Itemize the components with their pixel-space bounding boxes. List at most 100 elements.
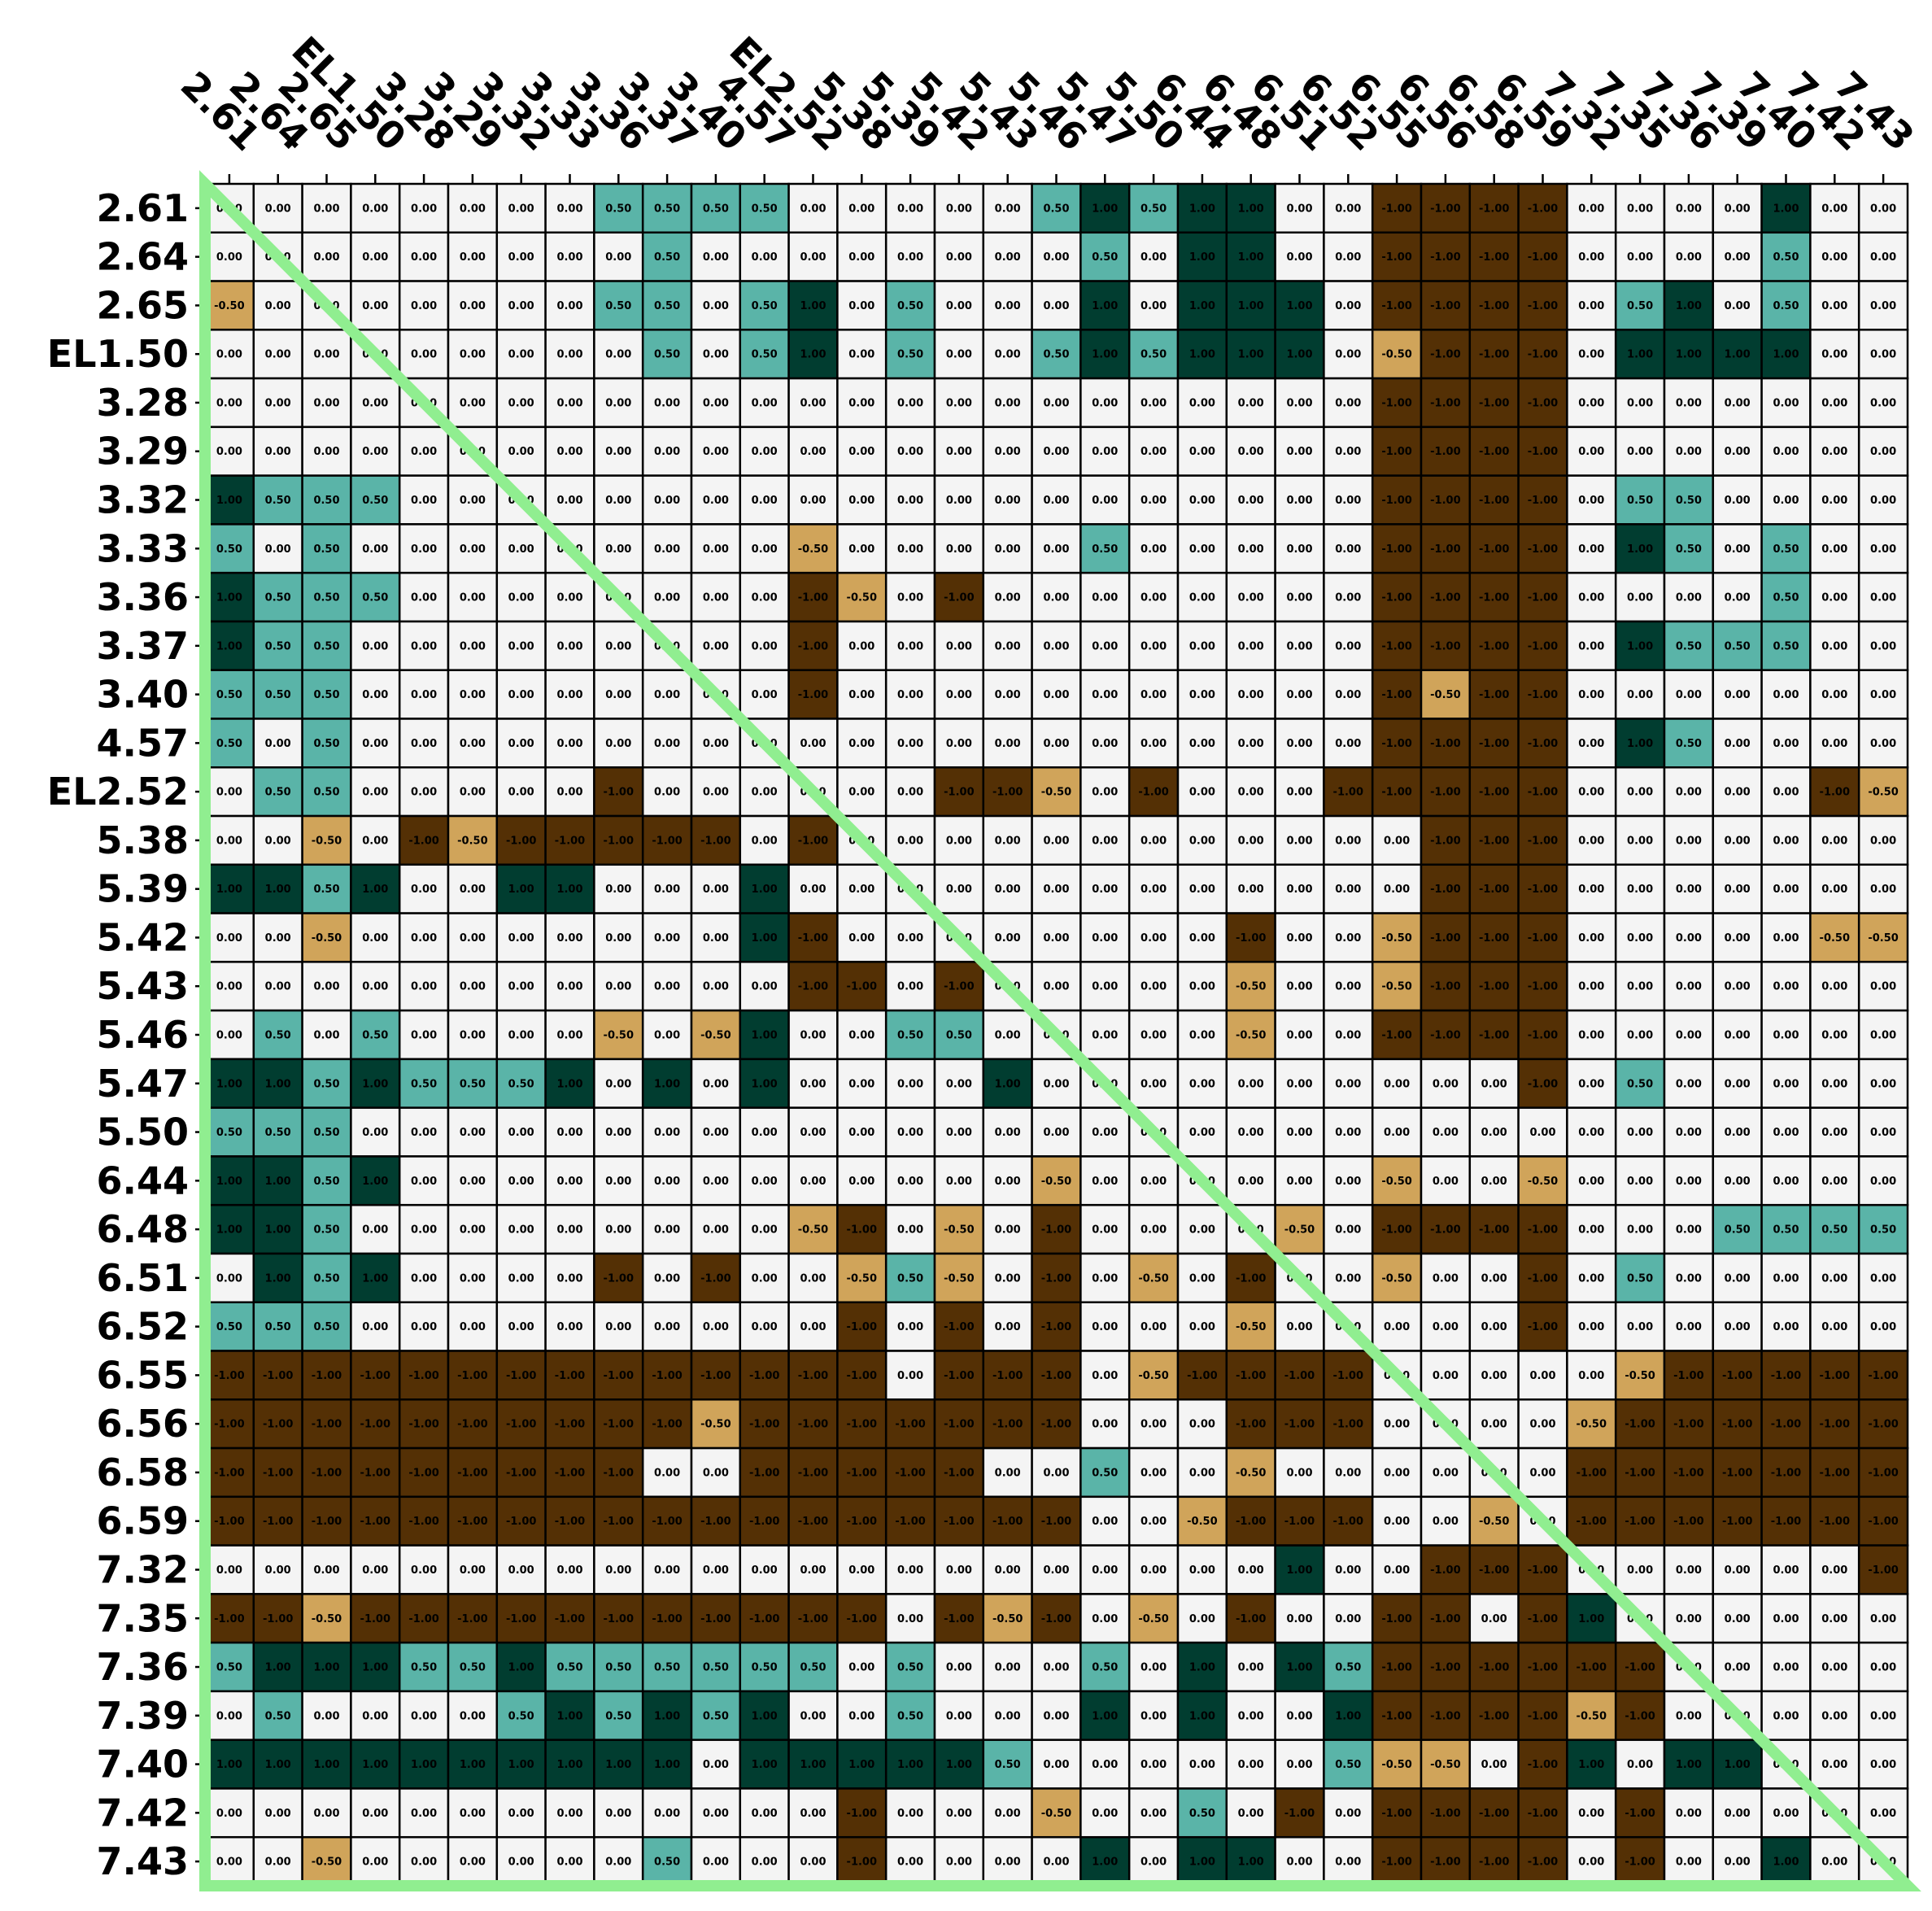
cell-value-label: 0.50 [556,1662,582,1674]
cell-value-label: 0.00 [1043,1078,1069,1090]
cell-value-label: 0.00 [1578,884,1604,896]
cell-value-label: 0.50 [265,787,291,799]
cell-value-label: 0.00 [556,640,582,652]
cell-value-label: 0.00 [752,835,778,847]
heatmap-cell [252,1593,303,1644]
cell-value-label: 0.00 [1870,1127,1896,1139]
cell-value-label: 0.00 [1286,932,1312,945]
cell-value-label: 0.00 [605,349,631,361]
cell-value-label: 0.00 [1043,640,1069,652]
cell-value-label: 0.00 [216,1564,242,1577]
heatmap-cell [1857,182,1909,234]
heatmap-cell [1420,329,1472,380]
cell-value-label: -1.00 [1868,1564,1898,1577]
cell-value-label: 0.00 [508,251,534,264]
cell-value-label: 0.00 [1286,738,1312,750]
heatmap-cell [1614,1690,1666,1741]
cell-value-label: 0.50 [1043,203,1069,215]
cell-value-label: -1.00 [1722,1516,1752,1528]
cell-value-label: -0.50 [1138,1370,1168,1382]
heatmap-cell [1323,912,1374,963]
cell-value-label: -1.00 [944,981,974,993]
cell-value-label: 0.00 [216,787,242,799]
heatmap-cell [593,377,644,429]
cell-value-label: 0.00 [946,446,972,458]
cell-value-label: -1.00 [408,1370,438,1382]
heatmap-cell [1323,1495,1374,1547]
heatmap-cell [1323,961,1374,1012]
heatmap-cell [350,280,401,331]
cell-value-label: -1.00 [1041,1272,1071,1285]
cell-value-label: -1.00 [798,981,828,993]
heatmap-cell [641,1446,693,1499]
cell-value-label: 1.00 [216,1224,242,1237]
cell-value-label: 0.00 [1627,251,1653,264]
cell-value-label: 0.00 [1043,1856,1069,1869]
cell-value-label: -1.00 [506,1516,536,1528]
cell-value-label: -1.00 [1528,981,1558,993]
cell-value-label: 0.00 [1433,1516,1459,1528]
cell-value-label: 0.00 [848,1078,874,1090]
cell-value-label: 0.00 [1578,1856,1604,1869]
cell-value-label: 0.00 [1870,300,1896,312]
cell-value-label: -1.00 [1722,1370,1752,1382]
heatmap-cell [203,1203,255,1255]
heatmap-cell [1712,1544,1763,1595]
row-label: 5.43 [97,964,190,1008]
heatmap-cell [982,1446,1033,1499]
cell-value-label: 1.00 [265,884,291,896]
cell-value-label: 0.00 [362,932,388,945]
cell-value-label: 0.00 [1821,981,1847,993]
cell-value-label: -1.00 [506,1467,536,1479]
cell-value-label: 1.00 [1092,1856,1118,1869]
cell-value-label: -1.00 [604,787,634,799]
cell-value-label: 0.00 [1238,1662,1264,1674]
cell-value-label: -1.00 [1430,884,1460,896]
cell-value-label: -1.00 [1528,349,1558,361]
cell-value-label: -1.00 [1430,349,1460,361]
heatmap-cell [1712,474,1763,526]
cell-value-label: 0.00 [1238,543,1264,556]
heatmap-cell [1614,474,1666,526]
cell-value-label: 0.00 [1189,1030,1215,1042]
cell-value-label: 0.00 [313,446,339,458]
cell-value-label: -1.00 [749,1467,779,1479]
cell-value-label: 0.00 [1870,738,1896,750]
heatmap-cell [1857,571,1909,623]
heatmap-cell [1760,1058,1812,1109]
cell-value-label: -1.00 [1430,543,1460,556]
cell-value-label: 0.00 [1773,446,1799,458]
cell-value-label: -0.50 [1041,1808,1071,1820]
heatmap-cell [301,1009,352,1061]
cell-value-label: 0.00 [411,1856,437,1869]
cell-value-label: -1.00 [944,1419,974,1431]
heatmap-cell [495,1009,547,1061]
heatmap-cell [933,1544,985,1595]
cell-value-label: -1.00 [1381,738,1411,750]
cell-value-label: 0.00 [1092,932,1118,945]
cell-value-label: 1.00 [216,640,242,652]
heatmap-cell [1127,1593,1180,1644]
cell-value-label: 0.00 [460,689,486,701]
cell-value-label: 0.00 [1578,397,1604,409]
cell-value-label: 0.00 [1725,1030,1751,1042]
cell-value-label: -1.00 [847,1370,877,1382]
cell-value-label: 0.00 [1189,397,1215,409]
cell-value-label: 1.00 [1189,1662,1215,1674]
cell-value-label: 0.00 [1676,1224,1702,1237]
cell-value-label: -1.00 [1528,1272,1558,1285]
cell-value-label: 0.00 [1821,1078,1847,1090]
cell-value-label: 0.00 [556,932,582,945]
cell-value-label: 1.00 [216,592,242,604]
cell-value-label: -1.00 [1381,1808,1411,1820]
cell-value-label: 0.00 [703,1856,729,1869]
cell-value-label: -1.00 [1771,1516,1801,1528]
cell-value-label: -1.00 [1479,203,1509,215]
heatmap-cell [1127,1009,1180,1061]
cell-value-label: 0.00 [654,1127,680,1139]
cell-value-label: 0.00 [995,446,1021,458]
cell-value-label: 0.00 [1092,1419,1118,1431]
cell-value-label: -1.00 [506,835,536,847]
cell-value-label: -1.00 [1430,1856,1460,1869]
cell-value-label: 0.00 [1092,738,1118,750]
